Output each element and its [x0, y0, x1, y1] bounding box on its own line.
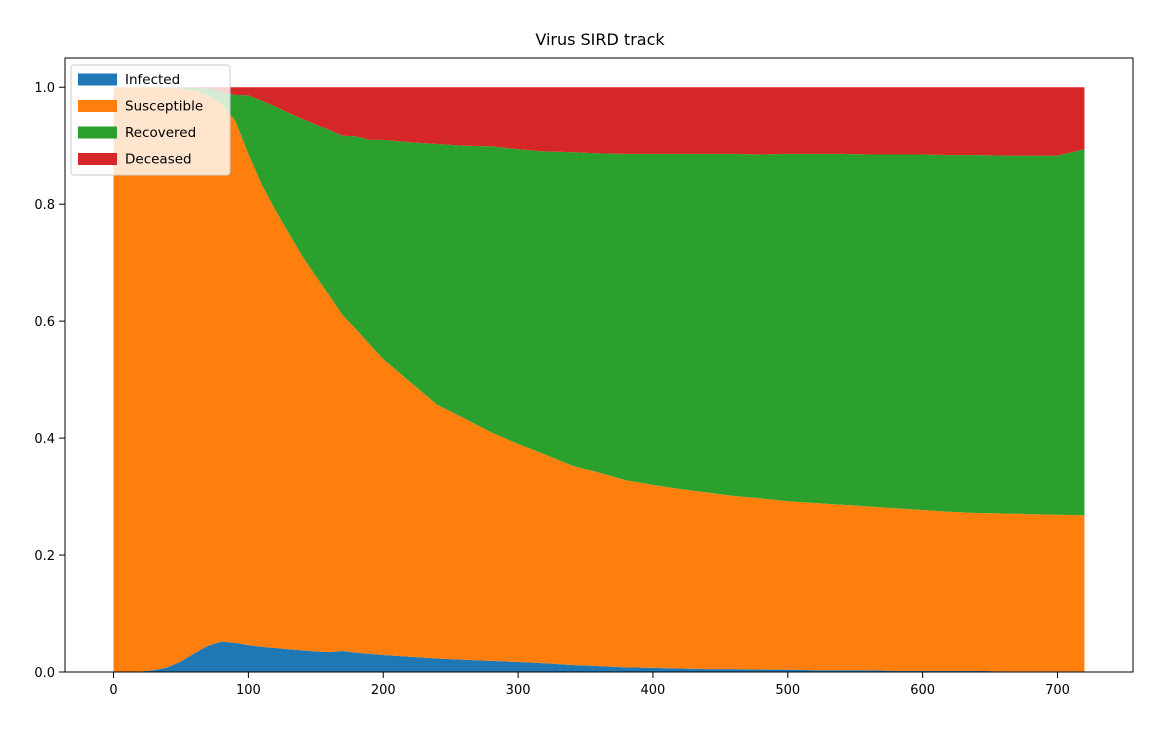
area-susceptible [113, 87, 1085, 673]
area-recovered [113, 87, 1085, 516]
y-tick-label: 0.2 [34, 549, 55, 564]
x-tick-label: 600 [910, 683, 935, 698]
legend-label-infected: Infected [125, 72, 180, 88]
legend-label-susceptible: Susceptible [125, 99, 203, 115]
area-deceased [113, 87, 1085, 156]
legend-swatch-susceptible [78, 100, 117, 112]
legend-swatch-recovered [78, 126, 117, 139]
legend-label-recovered: Recovered [125, 125, 196, 141]
legend-swatch-infected [78, 73, 117, 86]
x-tick-label: 400 [641, 683, 666, 698]
y-tick-label: 0.0 [34, 666, 55, 681]
legend-box [70, 64, 231, 176]
legend-label-deceased: Deceased [125, 152, 192, 168]
plot-frame [64, 57, 1134, 673]
axes-layer: 0 100 200 300 400 500 600 700 0.0 0.2 0.4 0.6 0.8 1.0 [34, 57, 1134, 698]
x-tick-label: 100 [236, 683, 261, 698]
y-tick-label: 0.4 [34, 432, 55, 447]
x-tick-label: 700 [1045, 683, 1070, 698]
x-tick-label: 500 [775, 683, 800, 698]
y-tick-label: 1.0 [34, 81, 55, 96]
x-tick-label: 300 [506, 683, 531, 698]
area-infected [113, 641, 1085, 672]
legend-swatch-deceased [78, 153, 117, 165]
areas-layer [113, 87, 1085, 673]
x-tick-label: 0 [109, 683, 117, 698]
y-tick-label: 0.8 [34, 198, 55, 213]
x-tick-label: 200 [371, 683, 396, 698]
chart-title: Virus SIRD track [535, 30, 665, 49]
y-tick-label: 0.6 [34, 315, 55, 330]
legend: Infected Susceptible Recovered Deceased [70, 64, 231, 176]
